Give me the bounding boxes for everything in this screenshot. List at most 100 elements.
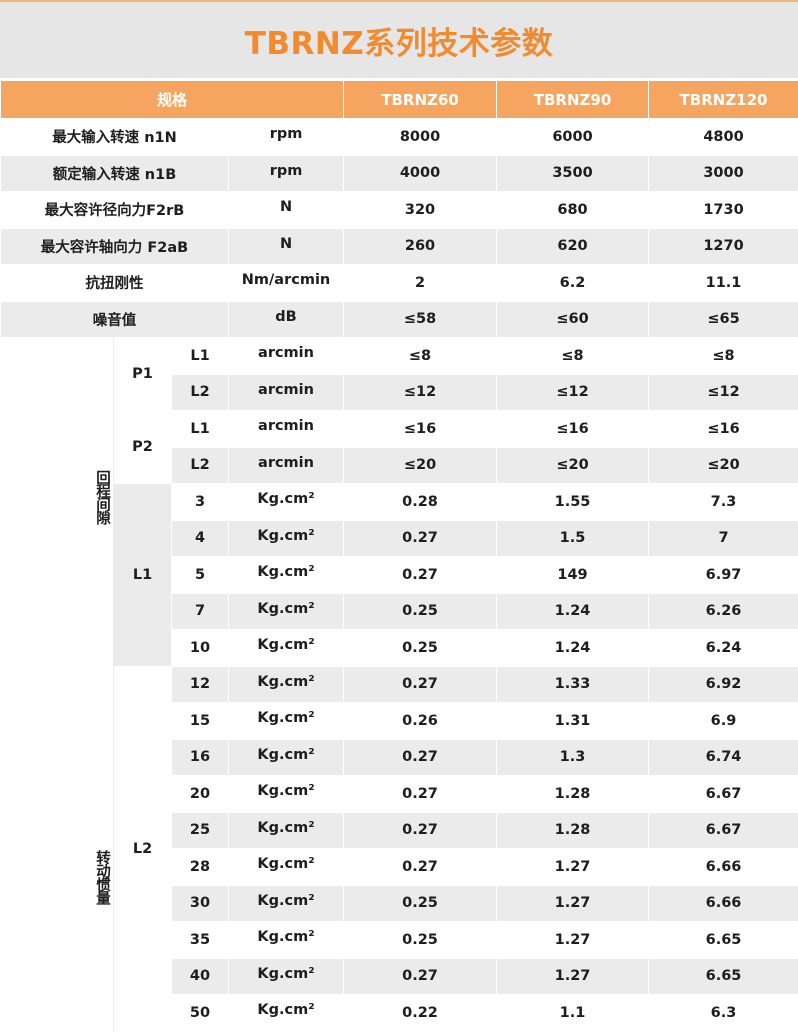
param-value: ≤58 <box>343 300 498 338</box>
param-value: 6.26 <box>648 592 798 630</box>
param-value: 149 <box>496 556 650 594</box>
param-value: 1.27 <box>496 957 650 995</box>
section-label-cell: 回程间隙 转动惯量 <box>0 337 114 1032</box>
param-value: ≤65 <box>648 300 798 338</box>
param-unit: N <box>227 227 345 265</box>
param-value: 11.1 <box>648 264 798 302</box>
table-row: 额定输入转速 n1B rpm 4000 3500 3000 <box>0 154 798 192</box>
table-row: 28 Kg.cm² 0.27 1.27 6.66 <box>1 848 798 886</box>
param-value: 8000 <box>343 118 498 156</box>
param-unit: Kg.cm² <box>227 738 345 776</box>
param-value: 1.5 <box>496 519 650 557</box>
param-value: ≤20 <box>343 446 498 484</box>
param-value: 1.28 <box>496 775 650 813</box>
param-value: 0.27 <box>343 738 498 776</box>
param-name: 抗扭刚性 <box>0 264 229 302</box>
param-name: 最大容许径向力F2rB <box>0 191 229 229</box>
param-value: 6.67 <box>648 811 798 849</box>
table-row: 20 Kg.cm² 0.27 1.28 6.67 <box>1 775 798 813</box>
param-value: 6.9 <box>648 702 798 740</box>
sub-label: 3 <box>171 483 229 521</box>
param-unit: Kg.cm² <box>227 994 345 1032</box>
table-row: L2 arcmin ≤20 ≤20 ≤20 <box>1 446 798 484</box>
param-value: 320 <box>343 191 498 229</box>
param-value: 6.65 <box>648 957 798 995</box>
param-value: 0.27 <box>343 519 498 557</box>
param-value: ≤16 <box>648 410 798 448</box>
param-value: 0.27 <box>343 811 498 849</box>
sub-label: 4 <box>171 519 229 557</box>
header-spec: 规格 <box>0 80 345 119</box>
param-unit: rpm <box>227 154 345 192</box>
param-unit: N <box>227 191 345 229</box>
param-value: ≤12 <box>496 373 650 411</box>
param-unit: arcmin <box>227 337 345 375</box>
param-unit: dB <box>227 300 345 338</box>
param-value: 0.25 <box>343 921 498 959</box>
param-unit: Kg.cm² <box>227 665 345 703</box>
param-unit: Nm/arcmin <box>227 264 345 302</box>
param-value: 0.27 <box>343 848 498 886</box>
sub-label: L2 <box>171 373 229 411</box>
param-value: 6.65 <box>648 921 798 959</box>
header-model: TBRNZ90 <box>496 80 650 119</box>
param-value: 0.27 <box>343 775 498 813</box>
param-unit: Kg.cm² <box>227 957 345 995</box>
sub-label: L1 <box>171 410 229 448</box>
group-label: P1 <box>113 337 172 411</box>
param-unit: arcmin <box>227 446 345 484</box>
sub-label: 30 <box>171 884 229 922</box>
table-row: 50 Kg.cm² 0.22 1.1 6.3 <box>1 994 798 1032</box>
param-unit: Kg.cm² <box>227 556 345 594</box>
sub-label: 10 <box>171 629 229 667</box>
param-unit: rpm <box>227 118 345 156</box>
param-value: 2 <box>343 264 498 302</box>
param-value: ≤8 <box>343 337 498 375</box>
table-row: 最大容许径向力F2rB N 320 680 1730 <box>0 191 798 229</box>
sub-label: 50 <box>171 994 229 1032</box>
param-value: 7.3 <box>648 483 798 521</box>
param-name: 最大输入转速 n1N <box>0 118 229 156</box>
param-value: 6.66 <box>648 848 798 886</box>
param-name: 噪音值 <box>0 300 229 338</box>
param-value: ≤20 <box>496 446 650 484</box>
param-value: 620 <box>496 227 650 265</box>
sub-label: 35 <box>171 921 229 959</box>
param-value: ≤8 <box>496 337 650 375</box>
sub-label: 5 <box>171 556 229 594</box>
param-value: 0.25 <box>343 629 498 667</box>
table-row: 最大输入转速 n1N rpm 8000 6000 4800 <box>0 118 798 156</box>
param-value: ≤16 <box>343 410 498 448</box>
table-row: L2 arcmin ≤12 ≤12 ≤12 <box>1 373 798 411</box>
param-value: 0.27 <box>343 665 498 703</box>
sub-label: 12 <box>171 665 229 703</box>
param-value: 6.2 <box>496 264 650 302</box>
table-row: 噪音值 dB ≤58 ≤60 ≤65 <box>0 300 798 338</box>
header-model: TBRNZ60 <box>343 80 498 119</box>
param-value: ≤16 <box>496 410 650 448</box>
table-row: 35 Kg.cm² 0.25 1.27 6.65 <box>1 921 798 959</box>
param-value: 1.33 <box>496 665 650 703</box>
title-band: TBRNZ系列技术参数 <box>0 0 798 78</box>
param-value: 4800 <box>648 118 798 156</box>
param-value: 1.3 <box>496 738 650 776</box>
param-value: 1.24 <box>496 592 650 630</box>
param-value: 7 <box>648 519 798 557</box>
header-row: 规格 TBRNZ60 TBRNZ90 TBRNZ120 <box>0 80 798 119</box>
param-value: 6.74 <box>648 738 798 776</box>
param-value: 0.27 <box>343 957 498 995</box>
sub-label: 20 <box>171 775 229 813</box>
param-value: 0.25 <box>343 592 498 630</box>
param-unit: Kg.cm² <box>227 848 345 886</box>
param-unit: Kg.cm² <box>227 811 345 849</box>
table-row: 16 Kg.cm² 0.27 1.3 6.74 <box>1 738 798 776</box>
param-value: 260 <box>343 227 498 265</box>
param-value: 1270 <box>648 227 798 265</box>
param-value: 3000 <box>648 154 798 192</box>
param-unit: Kg.cm² <box>227 921 345 959</box>
param-name: 最大容许轴向力 F2aB <box>0 227 229 265</box>
group-label: P2 <box>113 410 172 484</box>
group-label: L1 <box>113 483 172 667</box>
param-value: 0.22 <box>343 994 498 1032</box>
table-row: 30 Kg.cm² 0.25 1.27 6.66 <box>1 884 798 922</box>
